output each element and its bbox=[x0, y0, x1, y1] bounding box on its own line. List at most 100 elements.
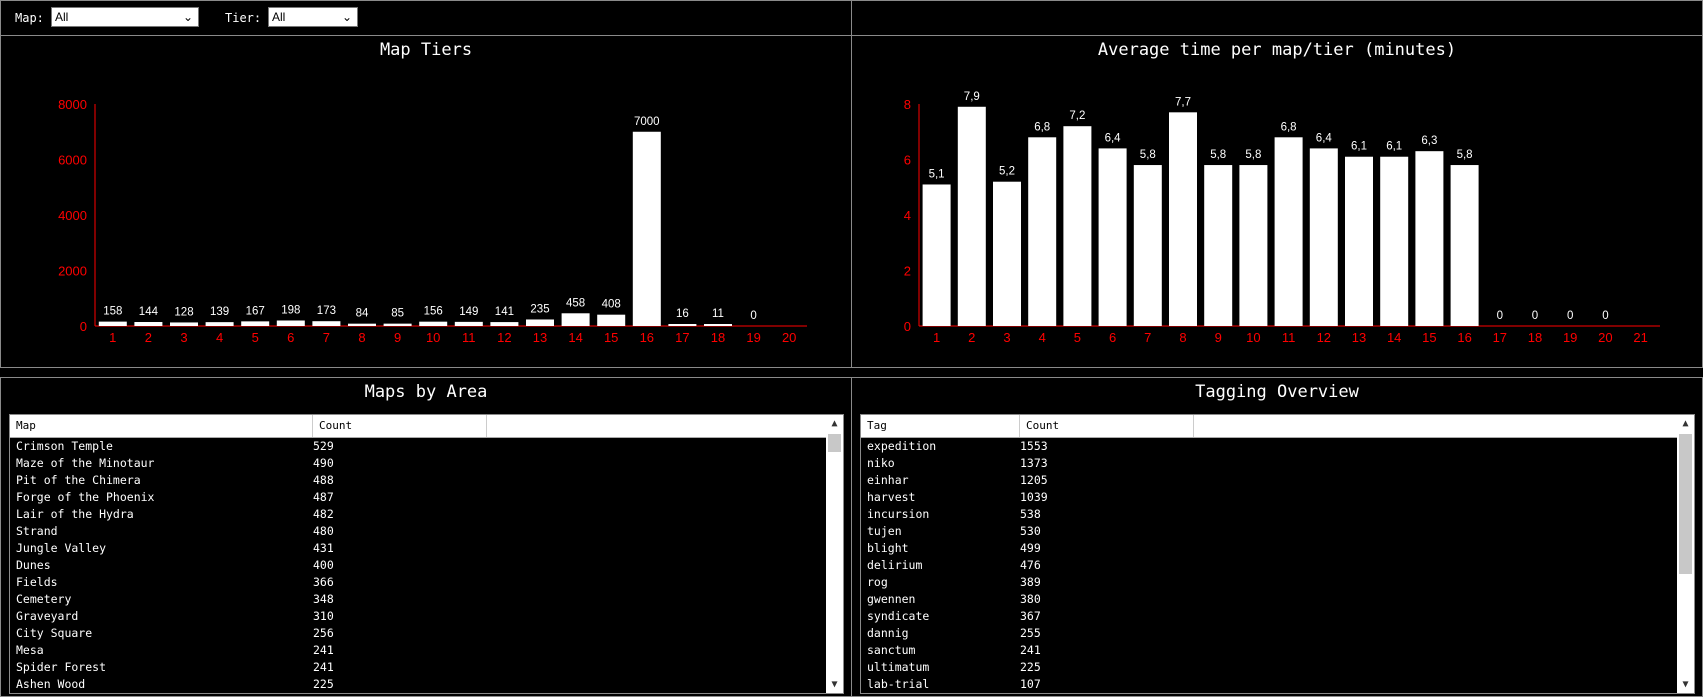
list-item[interactable]: dannig 255 bbox=[861, 625, 1676, 642]
list-item[interactable]: delirium 476 bbox=[861, 557, 1676, 574]
maps-scrollbar[interactable]: ▲ ▼ bbox=[826, 415, 843, 693]
map-name: Strand bbox=[16, 524, 58, 538]
x-tick-label: 2 bbox=[145, 330, 152, 345]
scroll-down-arrow-icon[interactable]: ▼ bbox=[831, 679, 838, 690]
list-item[interactable]: Jungle Valley 431 bbox=[10, 540, 825, 557]
x-tick-label: 12 bbox=[1317, 330, 1331, 345]
map-select[interactable]: All ⌄ bbox=[51, 7, 199, 27]
list-item[interactable]: gwennen 380 bbox=[861, 591, 1676, 608]
data-label: 84 bbox=[356, 308, 369, 320]
data-label: 0 bbox=[1602, 310, 1608, 322]
scroll-up-arrow-icon[interactable]: ▲ bbox=[1682, 418, 1689, 429]
tag-name: delirium bbox=[867, 558, 923, 572]
list-item[interactable]: City Square 256 bbox=[10, 625, 825, 642]
list-item[interactable]: Strand 480 bbox=[10, 523, 825, 540]
list-item[interactable]: Forge of the Phoenix 487 bbox=[10, 489, 825, 506]
scroll-up-arrow-icon[interactable]: ▲ bbox=[831, 418, 838, 429]
tag-name: niko bbox=[867, 456, 895, 470]
tag-name: harvest bbox=[867, 490, 916, 504]
x-tick-label: 4 bbox=[1039, 330, 1046, 345]
tag-count: 255 bbox=[1020, 626, 1041, 640]
list-item[interactable]: expedition 1553 bbox=[861, 438, 1676, 455]
data-label: 139 bbox=[210, 306, 229, 318]
list-item[interactable]: Fields 366 bbox=[10, 574, 825, 591]
y-tick-label: 8000 bbox=[58, 97, 87, 112]
column-header-map[interactable]: Map bbox=[10, 415, 313, 437]
x-tick-label: 11 bbox=[462, 330, 476, 345]
list-item[interactable]: sanctum 241 bbox=[861, 642, 1676, 659]
list-item[interactable]: niko 1373 bbox=[861, 455, 1676, 472]
list-item[interactable]: Maze of the Minotaur 490 bbox=[10, 455, 825, 472]
list-item[interactable]: lab-trial 107 bbox=[861, 676, 1676, 693]
scroll-down-arrow-icon[interactable]: ▼ bbox=[1682, 679, 1689, 690]
data-label: 6,3 bbox=[1421, 135, 1437, 147]
list-item[interactable]: rog 389 bbox=[861, 574, 1676, 591]
map-name: Ashen Wood bbox=[16, 677, 86, 691]
tags-list[interactable]: Tag Count expedition 1553 niko 1373 einhar 12… bbox=[860, 414, 1695, 694]
bar bbox=[1450, 165, 1479, 326]
bar bbox=[1380, 156, 1409, 326]
data-label: 408 bbox=[602, 299, 621, 311]
x-tick-label: 14 bbox=[568, 330, 582, 345]
list-item[interactable]: Dunes 400 bbox=[10, 557, 825, 574]
tag-count: 476 bbox=[1020, 558, 1041, 572]
list-item[interactable]: incursion 538 bbox=[861, 506, 1676, 523]
tag-count: 107 bbox=[1020, 677, 1041, 691]
tag-count: 538 bbox=[1020, 507, 1041, 521]
list-item[interactable]: Mesa 241 bbox=[10, 642, 825, 659]
x-tick-label: 9 bbox=[1215, 330, 1222, 345]
map-count: 348 bbox=[313, 592, 334, 606]
bar bbox=[1204, 165, 1233, 326]
tag-count: 241 bbox=[1020, 643, 1041, 657]
x-tick-label: 16 bbox=[640, 330, 654, 345]
column-header-count[interactable]: Count bbox=[313, 415, 487, 437]
list-item[interactable]: syndicate 367 bbox=[861, 608, 1676, 625]
tagging-overview-title: Tagging Overview bbox=[1195, 382, 1359, 402]
maps-list[interactable]: Map Count Crimson Temple 529 Maze of the M… bbox=[9, 414, 844, 694]
data-label: 235 bbox=[530, 303, 549, 315]
scrollbar-thumb[interactable] bbox=[1679, 434, 1692, 574]
x-tick-label: 16 bbox=[1457, 330, 1471, 345]
list-item[interactable]: Graveyard 310 bbox=[10, 608, 825, 625]
scrollbar-thumb[interactable] bbox=[828, 434, 841, 452]
bar bbox=[922, 184, 951, 326]
list-item[interactable]: ultimatum 225 bbox=[861, 659, 1676, 676]
list-item[interactable]: harvest 1039 bbox=[861, 489, 1676, 506]
map-name: Fields bbox=[16, 575, 58, 589]
list-item[interactable]: tujen 530 bbox=[861, 523, 1676, 540]
list-item[interactable]: Crimson Temple 529 bbox=[10, 438, 825, 455]
x-tick-label: 6 bbox=[287, 330, 294, 345]
tag-name: incursion bbox=[867, 507, 930, 521]
data-label: 5,8 bbox=[1210, 149, 1226, 161]
column-header-tag[interactable]: Tag bbox=[861, 415, 1020, 437]
bar bbox=[1028, 137, 1057, 326]
x-tick-label: 15 bbox=[1422, 330, 1436, 345]
column-header-count[interactable]: Count bbox=[1020, 415, 1194, 437]
list-item[interactable]: Cemetery 348 bbox=[10, 591, 825, 608]
tier-select-value: All bbox=[272, 10, 286, 24]
y-tick-label: 2 bbox=[904, 264, 911, 279]
map-name: Maze of the Minotaur bbox=[16, 456, 155, 470]
list-item[interactable]: Ashen Wood 225 bbox=[10, 676, 825, 693]
bar bbox=[704, 324, 732, 326]
x-tick-label: 3 bbox=[180, 330, 187, 345]
tags-scrollbar[interactable]: ▲ ▼ bbox=[1677, 415, 1694, 693]
list-item[interactable]: blight 499 bbox=[861, 540, 1676, 557]
map-count: 225 bbox=[313, 677, 334, 691]
data-label: 128 bbox=[174, 306, 193, 318]
y-tick-label: 0 bbox=[904, 319, 911, 334]
x-tick-label: 3 bbox=[1003, 330, 1010, 345]
list-item[interactable]: Spider Forest 241 bbox=[10, 659, 825, 676]
map-count: 482 bbox=[313, 507, 334, 521]
list-item[interactable]: einhar 1205 bbox=[861, 472, 1676, 489]
list-item[interactable]: Lair of the Hydra 482 bbox=[10, 506, 825, 523]
map-count: 529 bbox=[313, 439, 334, 453]
data-label: 5,8 bbox=[1140, 149, 1156, 161]
map-count: 488 bbox=[313, 473, 334, 487]
bar bbox=[1169, 112, 1197, 326]
data-label: 0 bbox=[1497, 310, 1503, 322]
list-item[interactable]: Pit of the Chimera 488 bbox=[10, 472, 825, 489]
data-label: 6,8 bbox=[1281, 121, 1297, 133]
tier-select[interactable]: All ⌄ bbox=[268, 7, 358, 27]
data-label: 7,9 bbox=[964, 91, 980, 103]
